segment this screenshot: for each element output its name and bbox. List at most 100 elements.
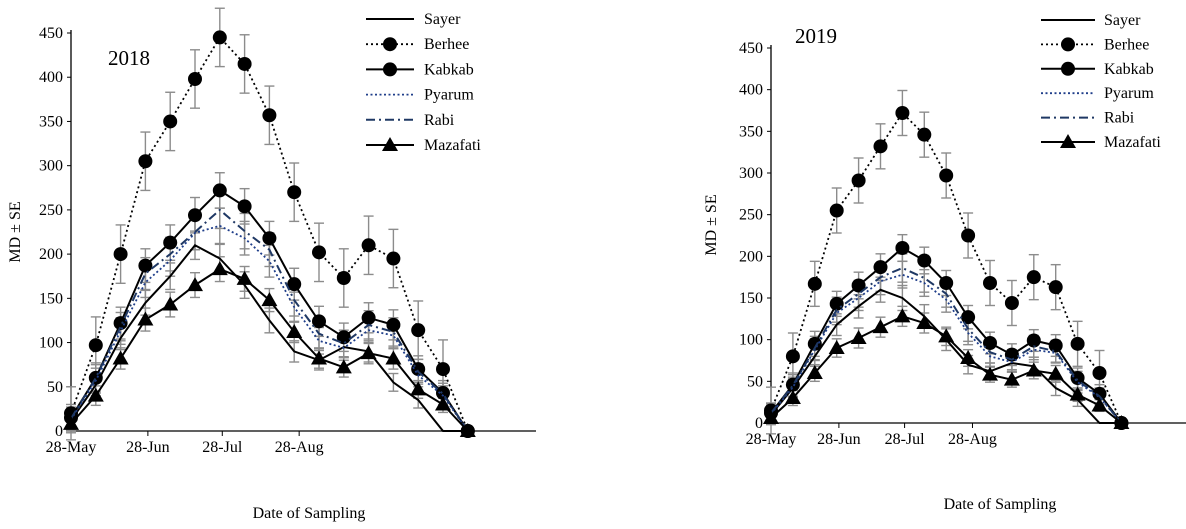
data-point-mazafati [763, 410, 779, 424]
y-tick-label: 150 [39, 290, 63, 307]
data-point-kabkab [312, 314, 326, 329]
y-axis-title: MD ± SE [7, 201, 24, 262]
data-point-kabkab [113, 316, 128, 331]
data-point-berhee [1026, 270, 1041, 285]
legend-marker-berhee [1061, 37, 1075, 52]
data-point-kabkab [961, 310, 976, 325]
data-point-kabkab [336, 330, 351, 345]
data-point-kabkab [237, 199, 252, 214]
data-point-mazafati [806, 365, 823, 379]
data-point-kabkab [138, 258, 153, 273]
data-point-mazafati [459, 423, 476, 437]
data-point-mazafati [137, 311, 154, 326]
legend-label-rabi: Rabi [1104, 110, 1135, 127]
x-axis-title: Date of Sampling [944, 496, 1057, 513]
y-tick-label: 350 [39, 113, 63, 130]
data-point-mazafati [916, 315, 933, 329]
data-point-kabkab [163, 235, 178, 250]
error-bars-rabi [66, 190, 448, 431]
data-point-kabkab [88, 370, 103, 385]
y-tick-label: 400 [39, 69, 63, 86]
y-tick-label: 300 [39, 158, 63, 175]
y-tick-label: 0 [755, 415, 763, 432]
legend-label-mazafati: Mazafati [1104, 134, 1161, 151]
data-point-mazafati [982, 366, 998, 381]
data-point-mazafati [162, 296, 179, 311]
data-point-kabkab [807, 336, 822, 351]
data-point-berhee [336, 270, 351, 285]
data-point-mazafati [63, 415, 79, 430]
chart-title-year: 2018 [108, 46, 150, 70]
data-point-mazafati [211, 261, 228, 276]
y-tick-label: 350 [739, 123, 763, 140]
data-point-kabkab [829, 296, 844, 311]
data-point-berhee [983, 276, 997, 290]
data-point-kabkab [1026, 333, 1041, 348]
series-line-pyarum [770, 273, 1123, 424]
data-point-kabkab [785, 377, 800, 392]
data-point-berhee [785, 349, 800, 364]
data-point-mazafati [828, 340, 845, 354]
data-point-mazafati [1113, 415, 1130, 429]
data-point-kabkab [361, 310, 376, 325]
data-point-mazafati [1025, 362, 1042, 377]
data-point-mazafati [385, 350, 402, 365]
x-tick-label: 28-Jul [885, 431, 926, 448]
data-point-berhee [1004, 296, 1019, 310]
error-bars-mazafati [766, 305, 1105, 426]
data-point-mazafati [112, 350, 129, 365]
legend-marker-kabkab [383, 62, 397, 77]
data-point-berhee [361, 238, 376, 253]
x-tick-label: 28-Aug [948, 431, 997, 448]
y-tick-label: 450 [39, 25, 63, 42]
data-point-berhee [939, 168, 954, 183]
data-point-berhee [237, 56, 252, 71]
data-point-mazafati [1003, 371, 1020, 386]
legend: Sayer Berhee Kabkab Pyarum Rabi Mazafati [1041, 12, 1161, 151]
chart-title-year: 2019 [795, 24, 837, 48]
data-point-mazafati [938, 328, 955, 343]
data-point-berhee [961, 228, 976, 243]
data-point-mazafati [872, 319, 889, 334]
y-tick-label: 300 [739, 165, 763, 182]
legend-label-pyarum: Pyarum [1104, 85, 1154, 102]
y-tick-label: 250 [39, 202, 63, 219]
legend-label-sayer: Sayer [424, 11, 461, 28]
legend: Sayer Berhee Kabkab Pyarum Rabi Mazafati [366, 11, 481, 154]
data-point-kabkab [436, 385, 450, 400]
data-point-berhee [138, 154, 153, 169]
panel-2018: 0 50 100 150 200 250 300 350 400 450 28-May 28-Jun 2… [7, 7, 536, 522]
data-point-kabkab [917, 253, 932, 268]
data-point-kabkab [188, 208, 202, 223]
x-tick-label: 28-Jul [202, 439, 243, 456]
data-point-berhee [411, 323, 426, 338]
data-point-berhee [262, 108, 277, 123]
series-area [763, 89, 1130, 435]
y-tick-label: 450 [739, 40, 763, 57]
data-point-kabkab [895, 241, 910, 255]
legend-label-mazafati: Mazafati [424, 137, 481, 154]
data-point-mazafati [311, 350, 327, 365]
x-tick-label: 28-Aug [275, 439, 324, 456]
series-line-rabi [70, 208, 469, 432]
legend-marker-berhee [383, 37, 397, 52]
y-tick-label: 400 [739, 82, 763, 99]
data-point-berhee [917, 127, 932, 142]
data-point-berhee [873, 139, 888, 154]
data-point-kabkab [983, 336, 997, 350]
data-point-mazafati [236, 270, 253, 285]
data-point-berhee [851, 173, 866, 188]
data-point-berhee [436, 362, 450, 377]
data-point-mazafati [410, 381, 427, 396]
data-point-kabkab [1092, 386, 1107, 401]
legend-marker-mazafati [1060, 134, 1076, 148]
x-tick-label: 28-Jun [817, 431, 861, 448]
x-tick-label: 28-May [46, 439, 97, 456]
data-point-mazafati [850, 330, 867, 344]
data-point-mazafati [960, 350, 977, 364]
data-point-kabkab [287, 277, 302, 292]
legend-label-pyarum: Pyarum [424, 87, 474, 104]
legend-label-rabi: Rabi [424, 112, 455, 129]
legend-marker-kabkab [1061, 61, 1075, 76]
